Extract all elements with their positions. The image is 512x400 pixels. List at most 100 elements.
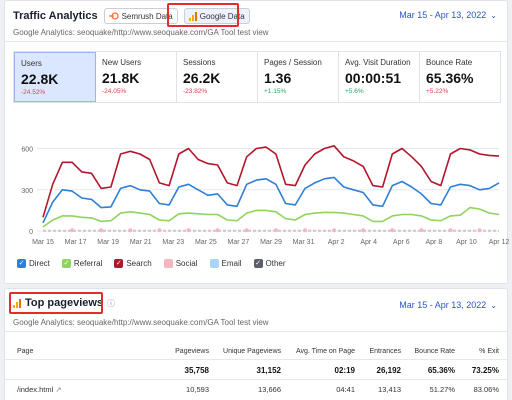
- series-point-social: [244, 228, 249, 233]
- metric-delta: +1.15%: [264, 88, 287, 95]
- date-range-picker[interactable]: Mar 15 - Apr 13, 2022 ⌄: [399, 300, 497, 310]
- legend-item-referral[interactable]: ✓ Referral: [61, 259, 103, 268]
- checkbox-icon[interactable]: ✓: [17, 259, 26, 268]
- series-point-social: [128, 228, 133, 233]
- traffic-line-chart: 0 300 600 Mar 15 Mar 17 Mar 19 Mar 21 Mar 23 Mar…: [21, 144, 509, 246]
- legend-item-social[interactable]: Social: [163, 259, 198, 268]
- legend-label: Search: [126, 259, 152, 268]
- column-header[interactable]: Entrances: [369, 348, 401, 355]
- top-pageviews-header: Top pageviews ⓘ: [13, 297, 115, 309]
- x-tick-label: Mar 29: [260, 239, 282, 246]
- metric-value: 1.36: [264, 70, 292, 86]
- x-tick-label: Mar 31: [293, 239, 315, 246]
- legend-item-direct[interactable]: ✓ Direct: [17, 259, 50, 268]
- google-analytics-icon: [13, 298, 21, 308]
- total-bounce-rate: 65.36%: [427, 366, 455, 375]
- google-data-label: Google Data: [199, 11, 245, 21]
- metric-delta: -24.05%: [102, 88, 127, 95]
- x-tick-label: Apr 2: [328, 239, 345, 246]
- x-tick-label: Apr 6: [393, 239, 410, 246]
- row-divider: [5, 359, 509, 360]
- series-point-social: [361, 228, 366, 233]
- table-row: /index.html ↗ 10,593 13,666 04:41 13,413…: [5, 382, 509, 396]
- date-range-label: Mar 15 - Apr 13, 2022: [399, 10, 487, 20]
- google-data-button[interactable]: Google Data: [183, 8, 250, 24]
- series-point-social: [390, 228, 395, 233]
- series-line-search: [42, 144, 500, 218]
- legend-item-search[interactable]: ✓ Search: [114, 259, 152, 268]
- total-unique-pageviews: 31,152: [256, 366, 281, 375]
- series-point-social: [477, 228, 482, 233]
- metric-label: Sessions: [183, 58, 216, 67]
- cell-unique-pageviews: 13,666: [258, 385, 281, 394]
- metric-value: 65.36%: [426, 70, 474, 86]
- legend-item-email[interactable]: Email: [209, 259, 242, 268]
- x-tick-label: Mar 15: [32, 239, 54, 246]
- metric-value: 22.8K: [21, 71, 59, 87]
- x-tick-label: Apr 12: [489, 239, 509, 246]
- metric-sessions[interactable]: Sessions 26.2K -23.82%: [177, 52, 258, 102]
- series-point-social: [215, 228, 220, 233]
- checkbox-icon[interactable]: ✓: [114, 259, 124, 268]
- table-total-row: 35,758 31,152 02:19 26,192 65.36% 73.25%: [5, 363, 509, 377]
- series-point-social: [419, 228, 424, 233]
- series-point-social: [186, 228, 191, 233]
- metric-delta: +5.6%: [345, 88, 364, 95]
- table-header-row: Page Pageviews Unique Pageviews Avg. Tim…: [5, 345, 509, 359]
- metric-value: 00:00:51: [345, 70, 402, 86]
- x-tick-label: Mar 21: [130, 239, 152, 246]
- date-range-picker[interactable]: Mar 15 - Apr 13, 2022 ⌄: [399, 10, 497, 20]
- cell-bounce-rate: 51.27%: [429, 385, 455, 394]
- date-range-label: Mar 15 - Apr 13, 2022: [399, 300, 487, 310]
- y-tick-label: 300: [21, 188, 33, 195]
- checkbox-icon[interactable]: ✓: [61, 259, 71, 268]
- metric-label: Users: [21, 59, 42, 68]
- checkbox-icon[interactable]: ✓: [253, 259, 263, 268]
- top-pageviews-title: Top pageviews: [25, 297, 104, 309]
- row-divider: [5, 379, 509, 380]
- series-point-social: [303, 228, 307, 233]
- legend-item-other[interactable]: ✓ Other: [253, 259, 286, 268]
- metric-bounce-rate[interactable]: Bounce Rate 65.36% +5.22%: [420, 52, 500, 102]
- series-point-social: [273, 228, 278, 233]
- column-header[interactable]: Unique Pageviews: [223, 348, 281, 355]
- analytics-subtitle: Google Analytics: seoquake/http://www.se…: [13, 28, 269, 37]
- metric-users[interactable]: Users 22.8K -24.52%: [14, 52, 96, 102]
- metrics-row: Users 22.8K -24.52% New Users 21.8K -24.…: [13, 51, 501, 103]
- metric-label: Pages / Session: [264, 58, 322, 67]
- total-avg-time: 02:19: [334, 366, 355, 375]
- cell-entrances: 13,413: [378, 385, 401, 394]
- series-point-social: [99, 228, 104, 233]
- external-link-icon[interactable]: ↗: [55, 385, 62, 394]
- pageviews-subtitle: Google Analytics: seoquake/http://www.se…: [13, 318, 269, 327]
- metric-pages-per-session[interactable]: Pages / Session 1.36 +1.15%: [258, 52, 339, 102]
- y-tick-label: 0: [29, 229, 33, 236]
- metric-label: Avg. Visit Duration: [345, 58, 411, 67]
- x-tick-label: Apr 8: [425, 239, 442, 246]
- metric-avg-visit-duration[interactable]: Avg. Visit Duration 00:00:51 +5.6%: [339, 52, 420, 102]
- checkbox-icon[interactable]: [163, 259, 173, 268]
- semrush-data-button[interactable]: Semrush Data: [103, 8, 178, 24]
- metric-label: Bounce Rate: [426, 58, 473, 67]
- page-link-label: /index.html: [17, 385, 54, 394]
- page-link[interactable]: /index.html ↗: [17, 385, 62, 394]
- checkbox-icon[interactable]: [209, 259, 219, 268]
- x-tick-label: Mar 27: [228, 239, 250, 246]
- cell-avg-time: 04:41: [336, 385, 355, 394]
- x-tick-label: Mar 19: [97, 239, 119, 246]
- legend-label: Referral: [73, 259, 103, 268]
- x-tick-label: Mar 23: [162, 239, 184, 246]
- series-point-social: [157, 228, 162, 233]
- info-icon[interactable]: ⓘ: [107, 298, 116, 308]
- header-divider: [5, 331, 507, 332]
- traffic-analytics-header: Traffic Analytics Semrush Data Google Da…: [13, 8, 250, 24]
- column-header[interactable]: Pageviews: [175, 348, 209, 355]
- column-header[interactable]: Page: [17, 348, 34, 355]
- top-pageviews-card: Top pageviews ⓘ Mar 15 - Apr 13, 2022 ⌄ …: [4, 288, 509, 400]
- column-header[interactable]: Avg. Time on Page: [295, 348, 355, 355]
- metric-value: 26.2K: [183, 70, 221, 86]
- metric-value: 21.8K: [102, 70, 140, 86]
- column-header[interactable]: Bounce Rate: [414, 348, 455, 355]
- column-header[interactable]: % Exit: [479, 348, 499, 355]
- metric-new-users[interactable]: New Users 21.8K -24.05%: [96, 52, 177, 102]
